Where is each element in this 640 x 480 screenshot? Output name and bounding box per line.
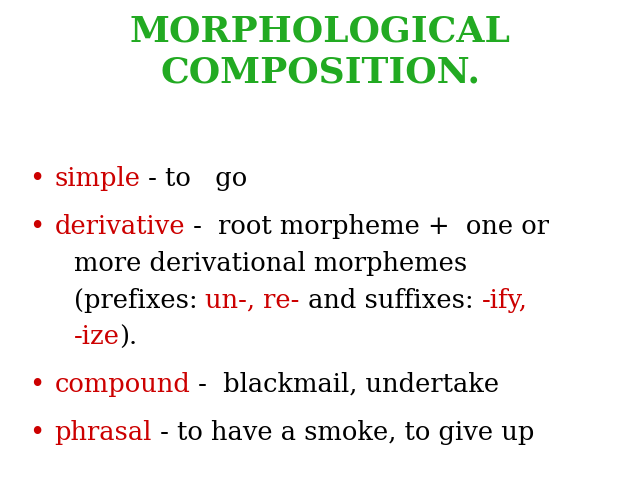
Text: ).: ).	[120, 324, 138, 349]
Text: •: •	[29, 166, 44, 191]
Text: more derivational morphemes: more derivational morphemes	[74, 251, 467, 276]
Text: - to   go: - to go	[140, 166, 248, 191]
Text: •: •	[29, 372, 44, 397]
Text: -ify,: -ify,	[481, 288, 527, 312]
Text: (prefixes:: (prefixes:	[74, 288, 205, 312]
Text: •: •	[29, 420, 44, 445]
Text: derivative: derivative	[54, 214, 185, 239]
Text: compound: compound	[54, 372, 190, 397]
Text: •: •	[29, 214, 44, 239]
Text: -  blackmail, undertake: - blackmail, undertake	[190, 372, 499, 397]
Text: - to have a smoke, to give up: - to have a smoke, to give up	[152, 420, 534, 445]
Text: phrasal: phrasal	[54, 420, 152, 445]
Text: un-, re-: un-, re-	[205, 288, 300, 312]
Text: -  root morpheme +  one or: - root morpheme + one or	[185, 214, 549, 239]
Text: simple: simple	[54, 166, 140, 191]
Text: MORPHOLOGICAL
COMPOSITION.: MORPHOLOGICAL COMPOSITION.	[129, 14, 511, 89]
Text: -ize: -ize	[74, 324, 120, 349]
Text: and suffixes:: and suffixes:	[300, 288, 481, 312]
